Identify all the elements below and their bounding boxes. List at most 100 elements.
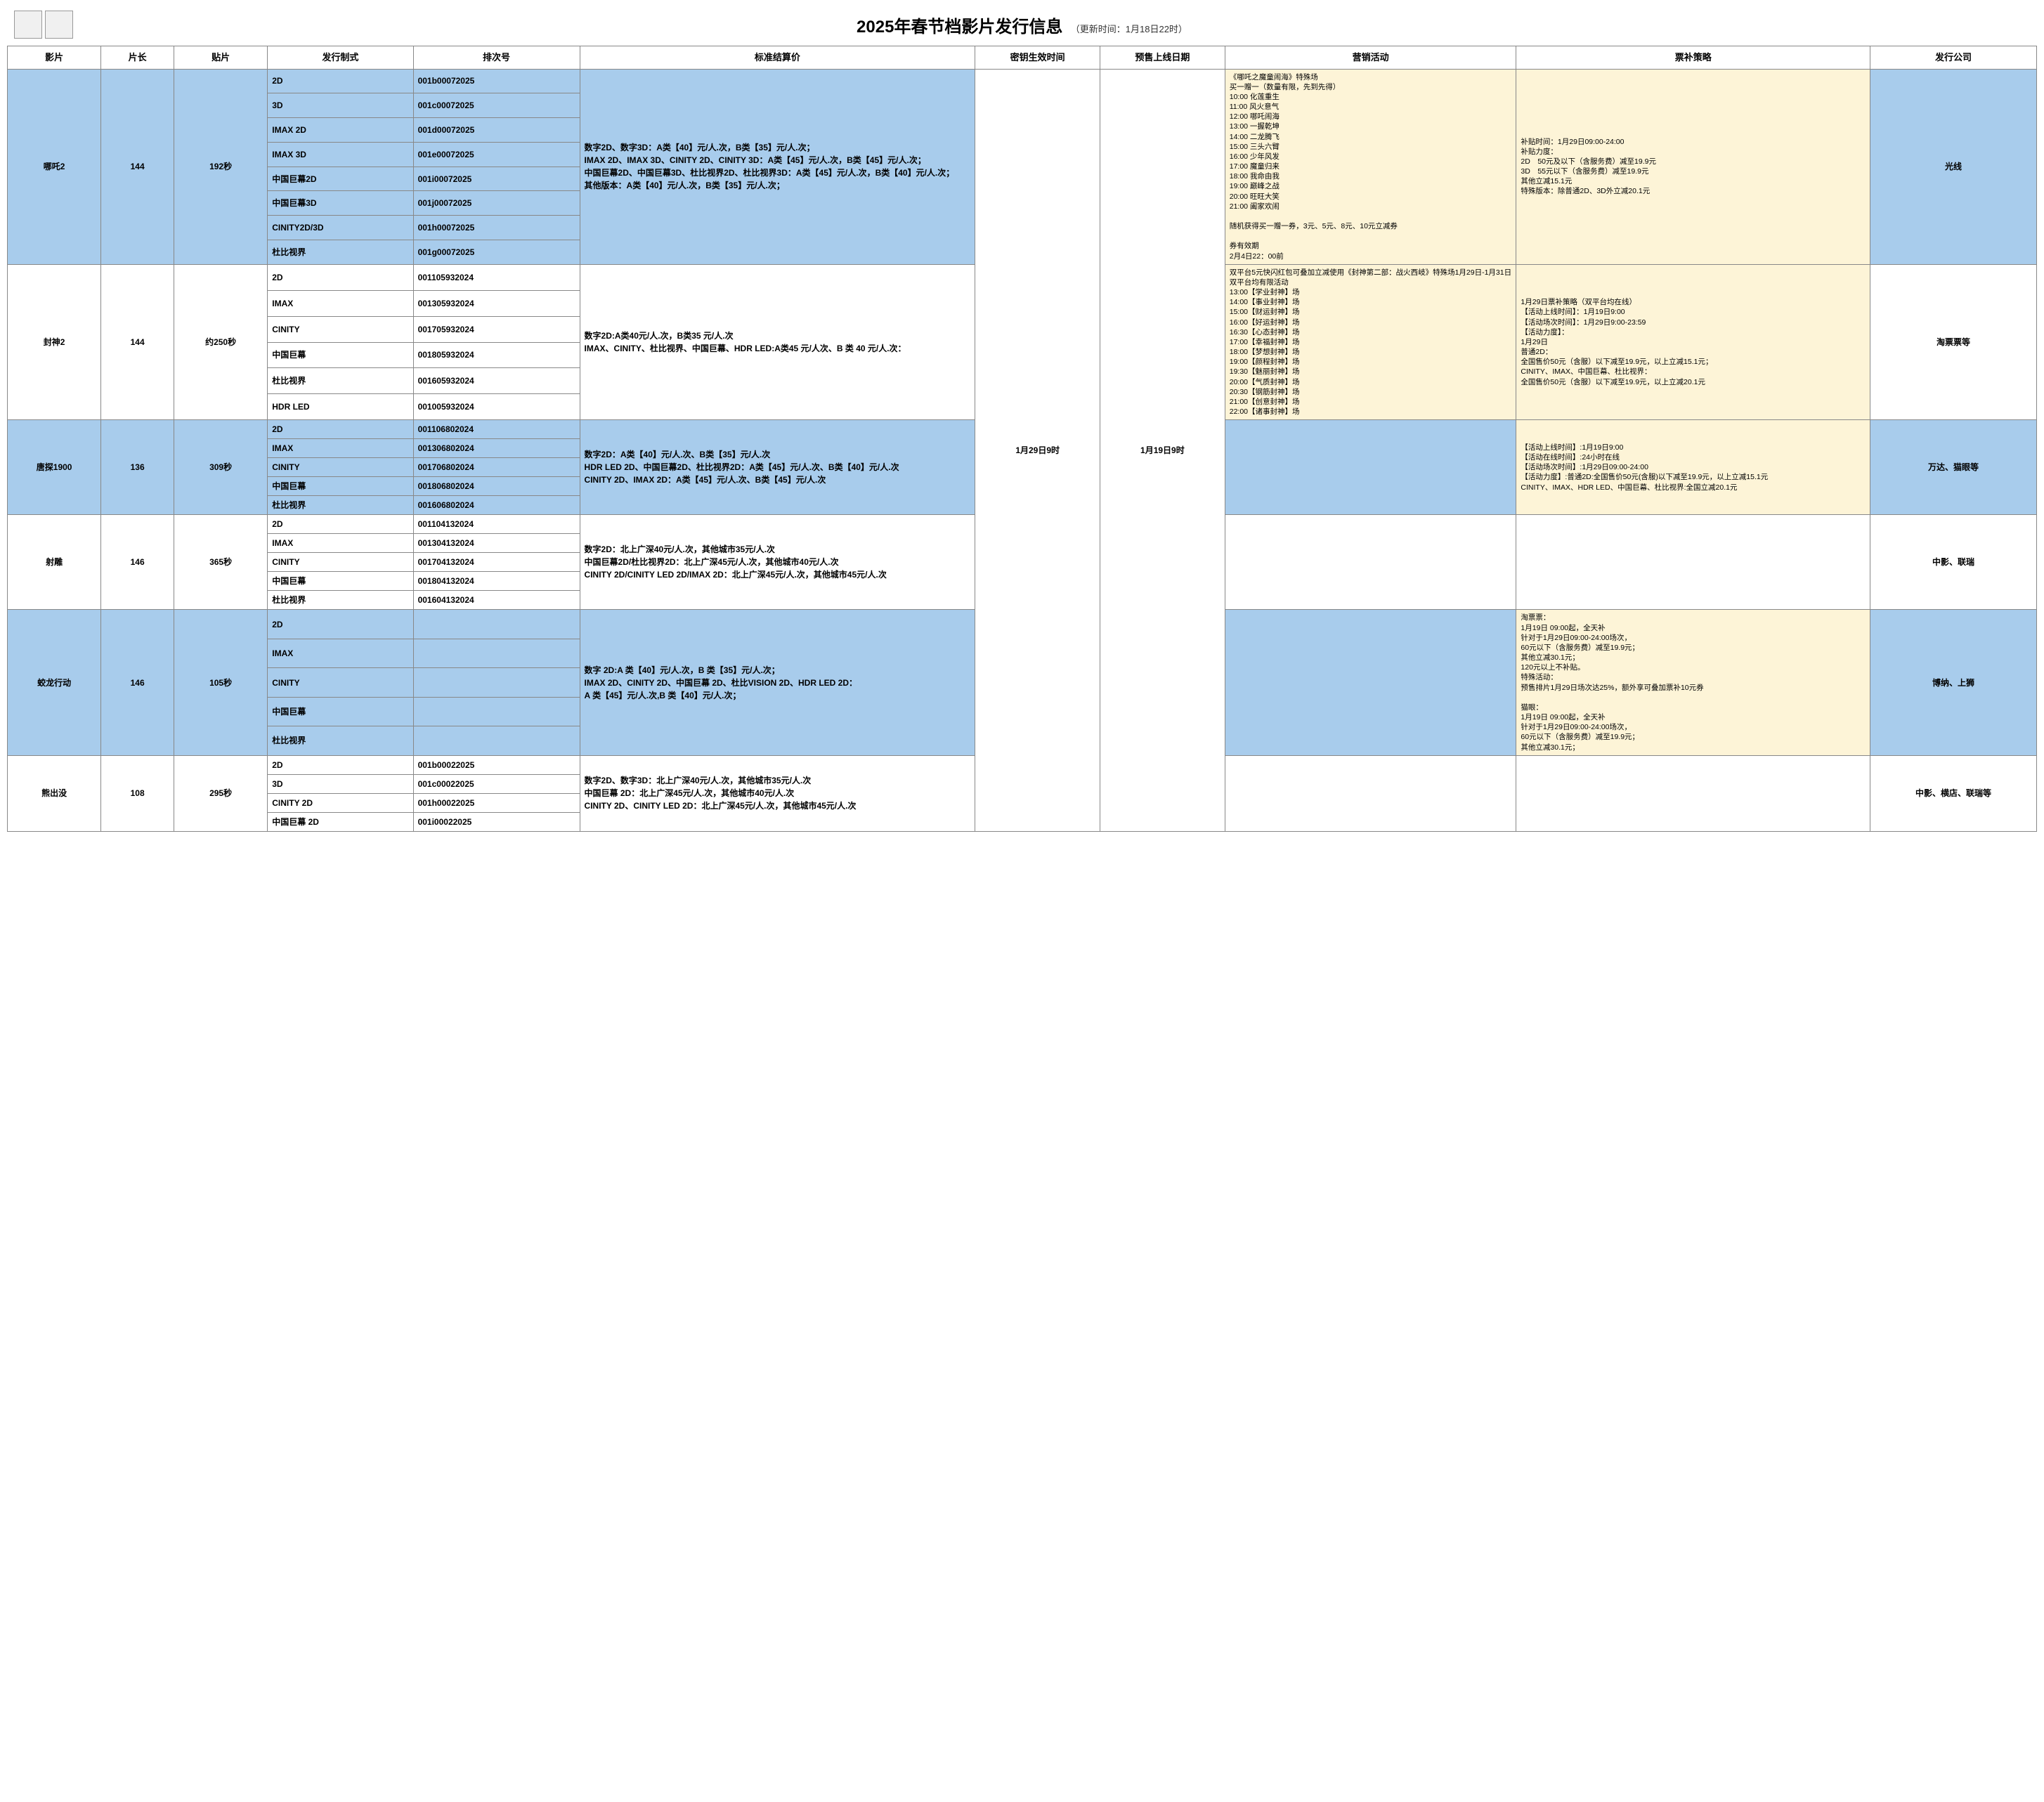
batch-number: 001704132024 [413, 553, 580, 572]
format-cell: 杜比视界 [268, 496, 413, 515]
column-header: 影片 [8, 46, 101, 70]
batch-number: 001804132024 [413, 572, 580, 591]
batch-number: 001i00072025 [413, 167, 580, 191]
batch-number: 001606802024 [413, 496, 580, 515]
column-header: 发行公司 [1870, 46, 2036, 70]
batch-number: 001304132024 [413, 534, 580, 553]
batch-number [413, 697, 580, 726]
distributor-cell: 万达、猫眼等 [1870, 420, 2036, 515]
batch-number: 001706802024 [413, 458, 580, 477]
format-cell: IMAX [268, 439, 413, 458]
subsidy-cell [1516, 515, 1870, 610]
film-name: 射雕 [8, 515, 101, 610]
batch-number: 001305932024 [413, 290, 580, 316]
format-cell: 2D [268, 610, 413, 639]
format-cell: 2D [268, 755, 413, 774]
batch-number [413, 668, 580, 697]
batch-number [413, 639, 580, 667]
film-name: 封神2 [8, 264, 101, 420]
film-name: 哪吒2 [8, 69, 101, 264]
batch-number: 001306802024 [413, 439, 580, 458]
trailer-length: 约250秒 [174, 264, 267, 420]
format-cell: HDR LED [268, 394, 413, 420]
format-cell: CINITY [268, 668, 413, 697]
format-cell: CINITY 2D [268, 793, 413, 812]
format-cell: 杜比视界 [268, 240, 413, 264]
format-cell: 中国巨幕2D [268, 167, 413, 191]
column-header: 营销活动 [1225, 46, 1516, 70]
format-cell: 中国巨幕 [268, 697, 413, 726]
format-cell: CINITY [268, 553, 413, 572]
logo-icon [14, 11, 42, 39]
duration: 146 [101, 515, 174, 610]
trailer-length: 192秒 [174, 69, 267, 264]
film-name: 蛟龙行动 [8, 610, 101, 755]
price-cell: 数字 2D:A 类【40】元/人.次，B 类【35】元/人.次； IMAX 2D… [580, 610, 975, 755]
subsidy-cell: 1月29日票补策略（双平台均在线） 【活动上线时间】：1月19日9:00 【活动… [1516, 264, 1870, 420]
subsidy-cell: 淘票票： 1月19日 09:00起，全天补 针对于1月29日09:00-24:0… [1516, 610, 1870, 755]
format-cell: 杜比视界 [268, 368, 413, 394]
batch-number: 001c00072025 [413, 93, 580, 118]
duration: 108 [101, 755, 174, 831]
column-header: 排次号 [413, 46, 580, 70]
format-cell: IMAX [268, 639, 413, 667]
presale-date: 1月19日9时 [1100, 69, 1225, 831]
batch-number: 001b00072025 [413, 69, 580, 93]
subsidy-cell: 补贴时间：1月29日09:00-24:00 补贴力度： 2D 50元及以下（含服… [1516, 69, 1870, 264]
distributor-cell: 光线 [1870, 69, 2036, 264]
promo-cell [1225, 755, 1516, 831]
batch-number: 001c00022025 [413, 774, 580, 793]
batch-number: 001i00022025 [413, 812, 580, 831]
format-cell: 3D [268, 774, 413, 793]
distributor-cell: 博纳、上狮 [1870, 610, 2036, 755]
distributor-cell: 淘票票等 [1870, 264, 2036, 420]
format-cell: IMAX 3D [268, 142, 413, 167]
format-cell: 2D [268, 69, 413, 93]
batch-number: 001605932024 [413, 368, 580, 394]
batch-number: 001h00022025 [413, 793, 580, 812]
promo-cell: 双平台5元快闪红包可叠加立减使用《封神第二部：战火西岐》特殊场1月29日-1月3… [1225, 264, 1516, 420]
qr-code-icon [45, 11, 73, 39]
trailer-length: 105秒 [174, 610, 267, 755]
table-body: 哪吒2144192秒2D001b00072025数字2D、数字3D：A类【40】… [8, 69, 2037, 831]
promo-cell [1225, 610, 1516, 755]
distributor-cell: 中影、联瑞 [1870, 515, 2036, 610]
format-cell: 中国巨幕 2D [268, 812, 413, 831]
format-cell: 中国巨幕 [268, 342, 413, 368]
page-title: 2025年春节档影片发行信息 [857, 13, 1062, 37]
price-cell: 数字2D：A类【40】元/人.次、B类【35】元/人.次 HDR LED 2D、… [580, 420, 975, 515]
format-cell: 2D [268, 420, 413, 439]
format-cell: CINITY [268, 316, 413, 342]
format-cell: 中国巨幕 [268, 477, 413, 496]
format-cell: IMAX 2D [268, 118, 413, 143]
distributor-cell: 中影、横店、联瑞等 [1870, 755, 2036, 831]
format-cell: 2D [268, 264, 413, 290]
column-header: 片长 [101, 46, 174, 70]
film-name: 熊出没 [8, 755, 101, 831]
promo-cell: 《哪吒之魔童闹海》特殊场 买一赠一（数量有限，先到先得） 10:00 化莲重生 … [1225, 69, 1516, 264]
batch-number: 001005932024 [413, 394, 580, 420]
price-cell: 数字2D:A类40元/人.次，B类35 元/人.次 IMAX、CINITY、杜比… [580, 264, 975, 420]
format-cell: IMAX [268, 290, 413, 316]
film-table: 影片片长贴片发行制式排次号标准结算价密钥生效时间预售上线日期营销活动票补策略发行… [7, 46, 2037, 832]
price-cell: 数字2D、数字3D：A类【40】元/人.次，B类【35】元/人.次； IMAX … [580, 69, 975, 264]
column-header: 密钥生效时间 [975, 46, 1100, 70]
promo-cell [1225, 515, 1516, 610]
trailer-length: 295秒 [174, 755, 267, 831]
trailer-length: 309秒 [174, 420, 267, 515]
batch-number: 001e00072025 [413, 142, 580, 167]
table-header-row: 影片片长贴片发行制式排次号标准结算价密钥生效时间预售上线日期营销活动票补策略发行… [8, 46, 2037, 70]
duration: 146 [101, 610, 174, 755]
trailer-length: 365秒 [174, 515, 267, 610]
batch-number: 001b00022025 [413, 755, 580, 774]
promo-cell [1225, 420, 1516, 515]
table-row: 哪吒2144192秒2D001b00072025数字2D、数字3D：A类【40】… [8, 69, 2037, 93]
format-cell: CINITY2D/3D [268, 216, 413, 240]
batch-number: 001806802024 [413, 477, 580, 496]
film-name: 唐探1900 [8, 420, 101, 515]
header: 2025年春节档影片发行信息 （更新时间：1月18日22时） [7, 7, 2037, 46]
batch-number: 001d00072025 [413, 118, 580, 143]
batch-number: 001705932024 [413, 316, 580, 342]
key-time: 1月29日9时 [975, 69, 1100, 831]
batch-number: 001805932024 [413, 342, 580, 368]
